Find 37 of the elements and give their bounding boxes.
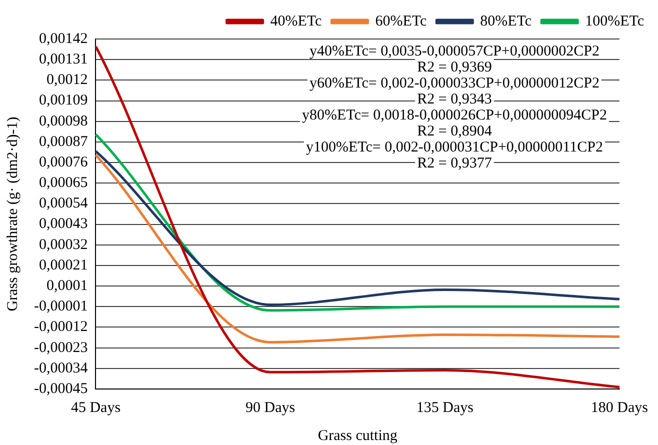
y-tick-label: 0,0012 [46, 72, 88, 88]
legend-label: 60%ETc [375, 13, 427, 30]
annotation: y100%ETc= 0,002-0,000031CP+0,00000011CP2 [306, 139, 603, 156]
y-tick-label: 0,00109 [38, 92, 88, 109]
annotation: y80%ETc= 0,0018-0,000026CP+0,000000094CP2 [302, 107, 607, 124]
y-tick-label: 0,00076 [38, 154, 88, 170]
y-tick-label: 0,00043 [38, 216, 88, 232]
y-tick-label: 0,00032 [38, 236, 88, 253]
y-tick-label: -0,00034 [34, 360, 88, 376]
y-tick-label: 0,00065 [38, 175, 88, 192]
y-tick-label: 0,00142 [38, 30, 88, 47]
legend-label: 40%ETc [270, 13, 322, 30]
y-tick-label: -0,00045 [34, 380, 88, 397]
y-tick-label: -0,00001 [34, 298, 88, 315]
x-tick-label: 90 Days [246, 400, 296, 416]
x-tick-label: 180 Days [590, 400, 648, 416]
y-tick-label: 0,0001 [46, 278, 88, 294]
y-tick-label: 0,00131 [38, 52, 88, 68]
legend-label: 80%ETc [480, 13, 532, 30]
y-axis-title: Grass growthrate (g· (dm2·d)-1) [4, 116, 21, 312]
annotation: R2 = 0,9369 [417, 59, 492, 76]
legend-label: 100%ETc [585, 13, 644, 30]
x-axis-title: Grass cutting [318, 428, 398, 444]
annotation: R2 = 0,8904 [417, 123, 492, 140]
line-series [94, 154, 621, 344]
x-tick-label: 135 Days [416, 400, 474, 416]
x-tick-label: 45 Days [70, 400, 121, 416]
y-tick-label: -0,00012 [34, 319, 88, 336]
y-tick-label: 0,00098 [38, 113, 88, 130]
annotation: R2 = 0,9343 [417, 91, 492, 108]
y-tick-label: 0,00087 [38, 134, 88, 150]
y-tick-label: 0,00054 [38, 196, 88, 212]
annotation: y40%ETc= 0,0035-0,000057CP+0,0000002CP2 [309, 43, 600, 60]
y-tick-label: 0,00021 [38, 257, 88, 274]
y-tick-label: -0,00023 [34, 340, 88, 356]
annotation: y60%ETc= 0,002-0,000033CP+0,00000012CP2 [309, 75, 600, 92]
annotation: R2 = 0,9377 [417, 155, 492, 172]
